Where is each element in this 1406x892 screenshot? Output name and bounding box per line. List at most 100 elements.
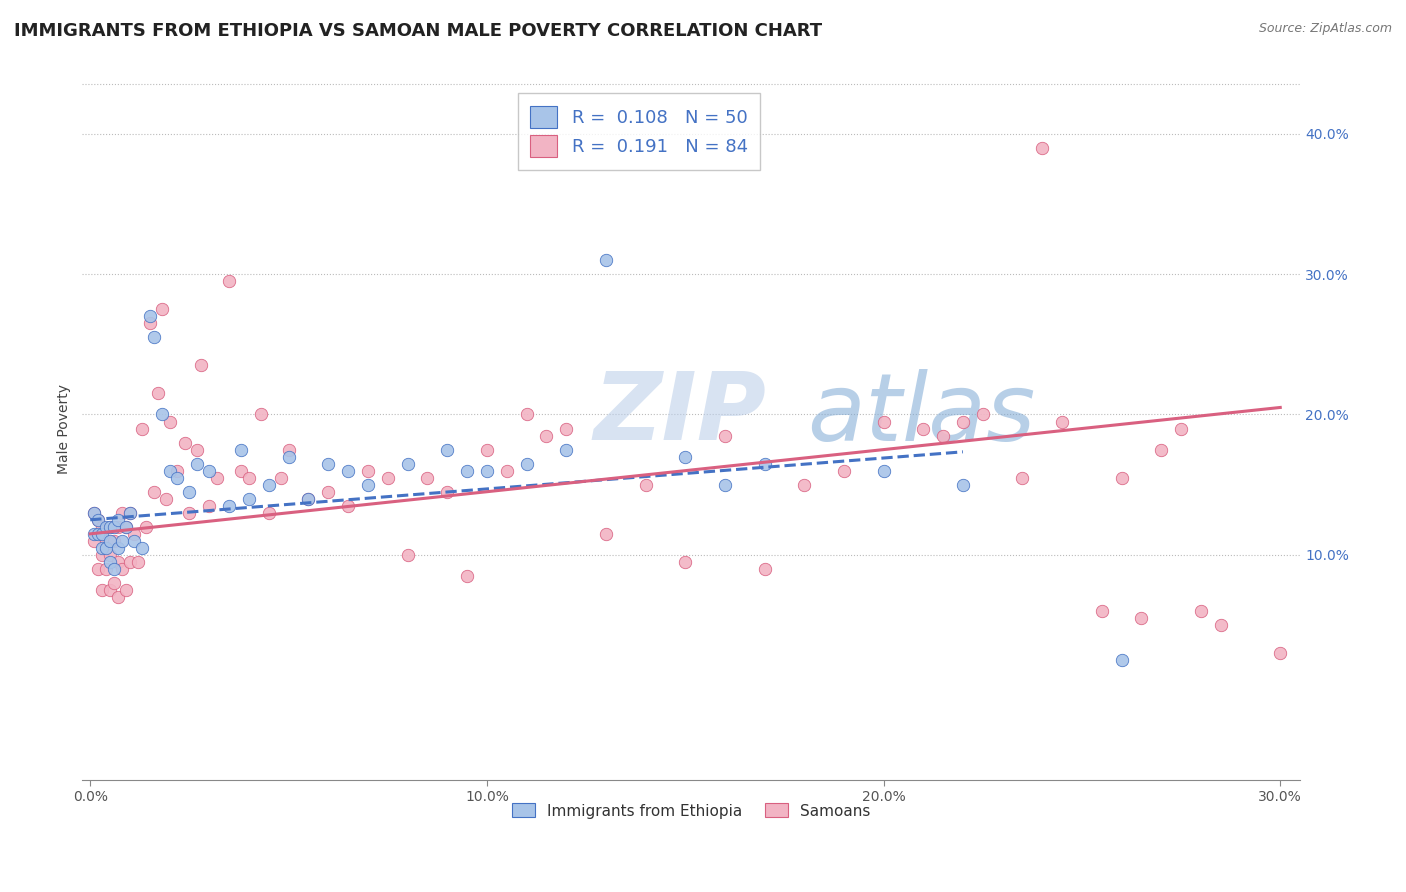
Point (159, 415, 181, 429)
Point (1189, 604, 1212, 618)
Point (103, 576, 125, 591)
Point (1091, 604, 1114, 618)
Point (87, 526, 110, 541)
Point (131, 421, 153, 435)
Point (754, 562, 776, 576)
Point (377, 471, 399, 485)
Point (952, 477, 974, 491)
Point (87, 562, 110, 576)
Text: Source: ZipAtlas.com: Source: ZipAtlas.com (1258, 22, 1392, 36)
Point (91, 520, 114, 534)
Point (1111, 653, 1133, 667)
Point (115, 520, 138, 534)
Point (516, 408, 538, 422)
Point (142, 484, 165, 499)
Point (150, 302, 173, 317)
Point (127, 555, 149, 569)
Point (111, 506, 134, 520)
Point (316, 484, 339, 499)
Point (115, 520, 138, 534)
Point (155, 491, 177, 506)
Point (456, 569, 478, 583)
Point (1209, 618, 1232, 632)
Point (475, 464, 498, 478)
Point (138, 309, 160, 323)
Point (107, 513, 129, 527)
Point (198, 499, 221, 513)
Point (229, 464, 252, 478)
Point (103, 562, 125, 576)
Point (83, 533, 105, 548)
Point (83, 526, 105, 541)
Point (98, 548, 121, 562)
Point (146, 386, 169, 401)
Point (98, 520, 121, 534)
Point (475, 442, 498, 457)
Point (277, 450, 299, 464)
Point (122, 526, 145, 541)
Legend: Immigrants from Ethiopia, Samoans: Immigrants from Ethiopia, Samoans (506, 797, 877, 824)
Point (249, 408, 271, 422)
Point (555, 421, 578, 435)
Point (754, 457, 776, 471)
Point (159, 464, 181, 478)
Point (932, 428, 955, 442)
Point (297, 491, 319, 506)
Point (174, 435, 197, 450)
Point (135, 520, 157, 534)
Point (166, 471, 188, 485)
Text: IMMIGRANTS FROM ETHIOPIA VS SAMOAN MALE POVERTY CORRELATION CHART: IMMIGRANTS FROM ETHIOPIA VS SAMOAN MALE … (14, 22, 823, 40)
Point (357, 464, 380, 478)
Point (103, 520, 125, 534)
Point (87, 513, 110, 527)
Point (337, 499, 360, 513)
Point (1130, 611, 1153, 625)
Point (595, 526, 617, 541)
Point (107, 520, 129, 534)
Point (516, 457, 538, 471)
Point (673, 555, 696, 569)
Point (277, 442, 299, 457)
Point (1170, 421, 1192, 435)
Point (179, 506, 201, 520)
Point (83, 506, 105, 520)
Point (179, 484, 201, 499)
Point (87, 513, 110, 527)
Point (714, 428, 737, 442)
Y-axis label: Male Poverty: Male Poverty (58, 384, 72, 474)
Point (91, 526, 114, 541)
Point (111, 533, 134, 548)
Point (115, 582, 138, 597)
Point (107, 555, 129, 569)
Point (98, 533, 121, 548)
Point (198, 464, 221, 478)
Point (673, 450, 696, 464)
Point (714, 477, 737, 491)
Point (91, 548, 114, 562)
Point (118, 506, 141, 520)
Point (150, 408, 173, 422)
Point (872, 464, 894, 478)
Point (138, 316, 160, 330)
Point (94, 562, 117, 576)
Point (1270, 646, 1292, 660)
Point (218, 499, 240, 513)
Point (238, 491, 260, 506)
Point (190, 359, 212, 373)
Point (257, 506, 280, 520)
Point (1111, 471, 1133, 485)
Point (118, 555, 141, 569)
Point (94, 541, 117, 555)
Point (436, 484, 458, 499)
Point (91, 541, 114, 555)
Point (118, 506, 141, 520)
Point (536, 428, 558, 442)
Text: atlas: atlas (807, 369, 1035, 460)
Point (396, 548, 419, 562)
Point (186, 457, 208, 471)
Point (103, 533, 125, 548)
Point (238, 471, 260, 485)
Point (555, 442, 578, 457)
Point (912, 421, 935, 435)
Point (186, 442, 208, 457)
